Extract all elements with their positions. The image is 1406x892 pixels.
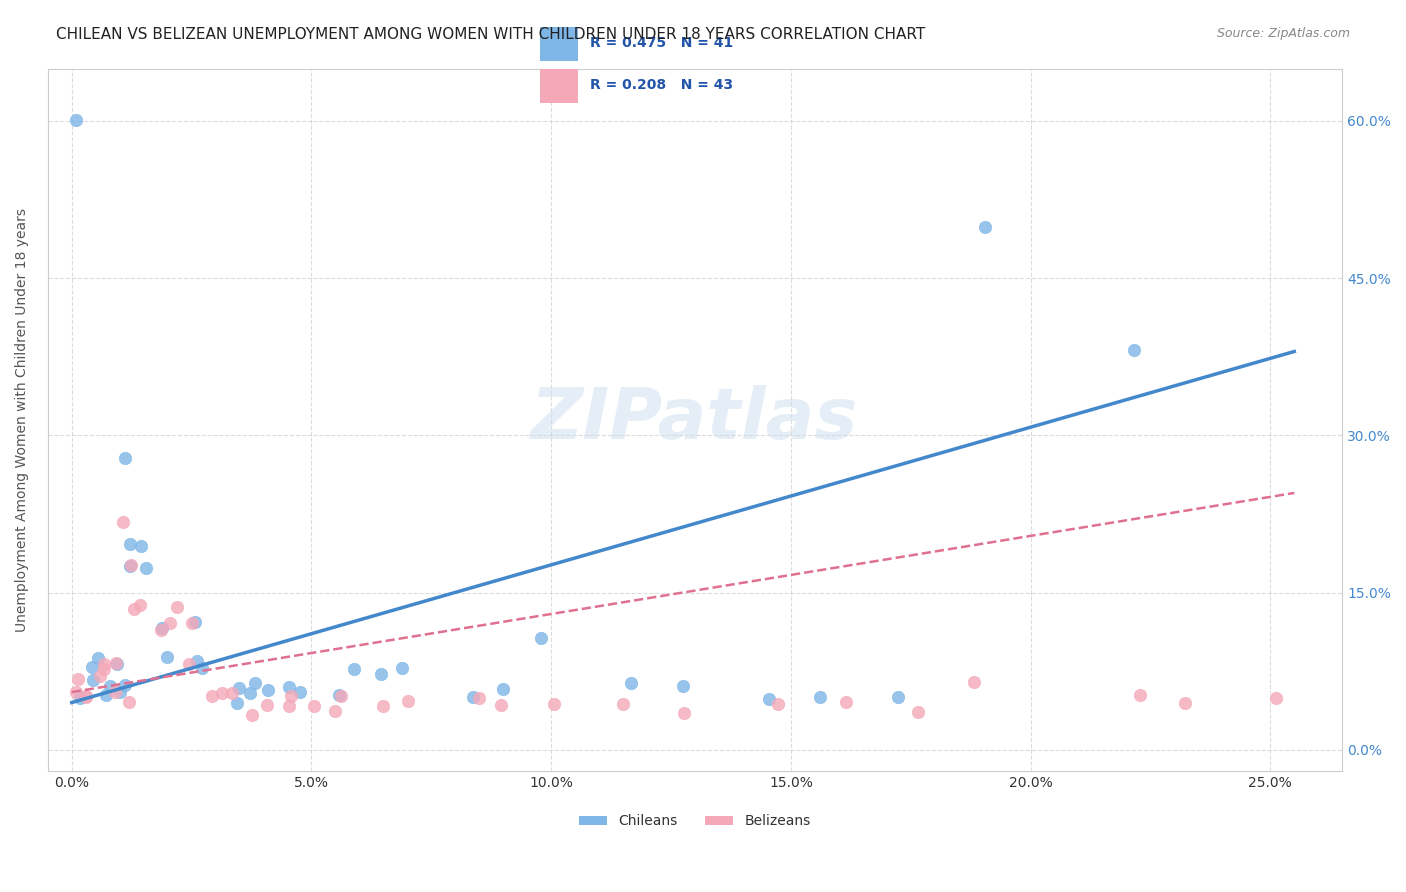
Point: [118, 695, 141, 709]
Point: [620, 675, 643, 690]
Point: [278, 699, 301, 714]
Point: [835, 695, 858, 709]
Point: [239, 686, 262, 700]
Point: [226, 696, 249, 710]
Point: [808, 690, 831, 704]
Text: R = 0.475   N = 41: R = 0.475 N = 41: [591, 36, 733, 50]
Point: [973, 219, 995, 234]
Point: [468, 691, 491, 706]
Point: [228, 681, 250, 695]
Point: [150, 621, 173, 635]
Point: [114, 678, 136, 692]
Point: [166, 599, 188, 614]
Point: [191, 661, 214, 675]
Point: [131, 539, 153, 553]
Point: [82, 673, 104, 687]
Point: [156, 650, 179, 665]
Point: [243, 675, 266, 690]
Point: [766, 697, 789, 711]
Point: [280, 689, 302, 703]
Point: [111, 515, 134, 529]
Point: [290, 685, 312, 699]
Text: Source: ZipAtlas.com: Source: ZipAtlas.com: [1216, 27, 1350, 40]
Point: [89, 669, 111, 683]
Point: [221, 686, 243, 700]
Point: [1129, 688, 1152, 702]
Point: [75, 690, 97, 704]
Point: [183, 615, 205, 630]
Point: [124, 602, 146, 616]
Point: [887, 690, 910, 705]
Point: [396, 694, 419, 708]
Point: [100, 679, 122, 693]
Point: [149, 624, 172, 638]
Point: [530, 631, 553, 645]
Point: [107, 657, 129, 671]
Text: ZIPatlas: ZIPatlas: [531, 385, 859, 454]
Point: [118, 536, 141, 550]
Point: [391, 661, 413, 675]
Point: [128, 598, 150, 612]
Point: [672, 706, 695, 720]
Y-axis label: Unemployment Among Women with Children Under 18 years: Unemployment Among Women with Children U…: [15, 208, 30, 632]
FancyBboxPatch shape: [540, 69, 578, 103]
Point: [93, 661, 115, 675]
Point: [672, 679, 695, 693]
Point: [135, 561, 157, 575]
Point: [159, 615, 181, 630]
Point: [1174, 697, 1197, 711]
FancyBboxPatch shape: [540, 27, 578, 61]
Point: [104, 685, 127, 699]
Point: [277, 680, 299, 694]
Legend: Chileans, Belizeans: Chileans, Belizeans: [574, 809, 815, 834]
Point: [612, 698, 634, 712]
Point: [65, 113, 87, 128]
Point: [211, 686, 233, 700]
Point: [200, 689, 222, 703]
Point: [69, 690, 91, 705]
Point: [543, 697, 565, 711]
Point: [343, 662, 366, 676]
Point: [371, 699, 394, 714]
Point: [240, 707, 263, 722]
Text: CHILEAN VS BELIZEAN UNEMPLOYMENT AMONG WOMEN WITH CHILDREN UNDER 18 YEARS CORREL: CHILEAN VS BELIZEAN UNEMPLOYMENT AMONG W…: [56, 27, 925, 42]
Point: [492, 682, 515, 697]
Point: [323, 704, 346, 718]
Point: [87, 650, 110, 665]
Point: [330, 689, 353, 703]
Point: [65, 685, 87, 699]
Point: [256, 698, 278, 712]
Point: [461, 690, 484, 705]
Point: [758, 691, 780, 706]
Point: [93, 657, 115, 671]
Point: [302, 698, 325, 713]
Point: [491, 698, 513, 713]
Point: [82, 660, 104, 674]
Point: [94, 688, 117, 702]
Point: [1265, 690, 1288, 705]
Point: [67, 673, 90, 687]
Point: [370, 667, 392, 681]
Point: [963, 674, 986, 689]
Point: [120, 559, 142, 574]
Point: [907, 705, 929, 719]
Point: [186, 654, 208, 668]
Point: [328, 689, 350, 703]
Point: [75, 690, 97, 704]
Point: [104, 657, 127, 671]
Point: [181, 615, 204, 630]
Point: [110, 685, 132, 699]
Point: [114, 451, 136, 466]
Point: [120, 558, 142, 573]
Point: [1122, 343, 1144, 357]
Text: R = 0.208   N = 43: R = 0.208 N = 43: [591, 78, 733, 92]
Point: [257, 683, 280, 698]
Point: [179, 657, 201, 671]
